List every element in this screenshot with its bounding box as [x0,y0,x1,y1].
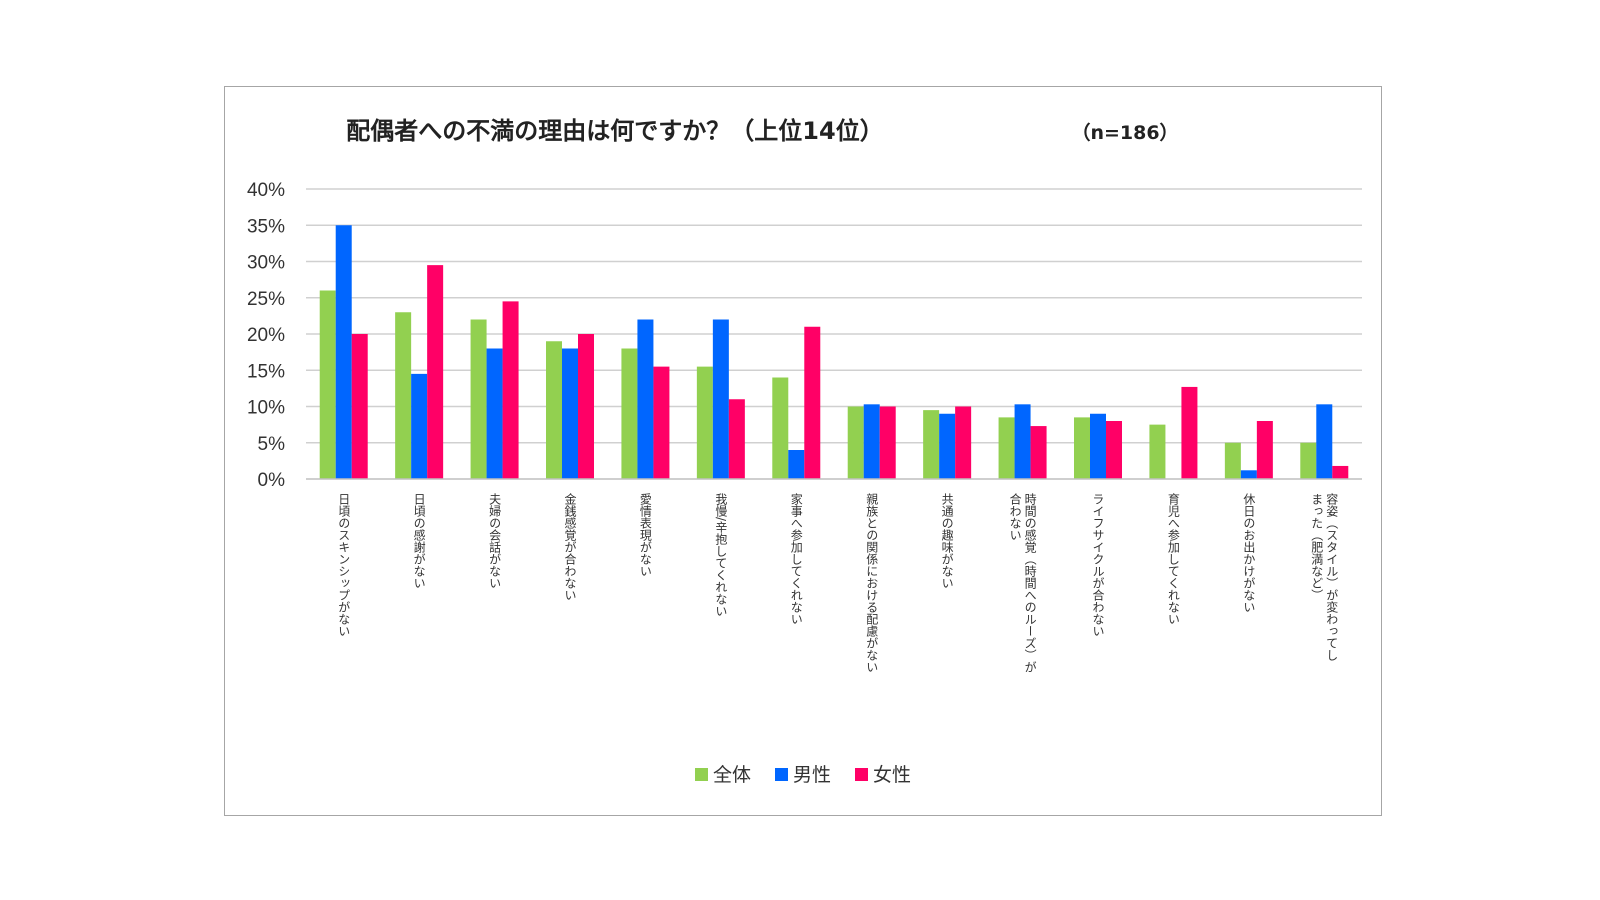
bar [1224,442,1241,479]
bar [486,348,503,479]
bar [470,319,487,479]
legend-swatch [775,768,788,781]
bar [1300,442,1317,479]
category-label: 我慢/辛抱してくれない [714,493,728,617]
bar [546,341,562,479]
bar [923,410,940,479]
bar [939,413,956,479]
bar [395,312,412,479]
category-label: 休日のお出かけがない [1242,493,1256,613]
bar [1090,413,1106,479]
bar [578,334,594,479]
y-tick-label: 0% [258,470,286,491]
legend-label: 男性 [793,764,831,786]
category-label: 日頃のスキンシップがない [337,493,351,637]
category-label: 夫婦の会話がない [488,493,502,589]
bar [427,265,444,479]
legend-swatch [695,768,708,781]
bar [621,348,638,479]
bar [728,399,745,479]
bar [772,377,789,479]
category-label: ライフサイクルが合わない [1091,493,1105,637]
category-label: 時間の感覚（時間へのルーズ）が [1023,493,1037,673]
category-label: 容姿（スタイル）が変わってし [1325,492,1339,661]
y-tick-label: 40% [247,180,285,201]
bar [1106,421,1122,479]
bar [788,450,805,479]
y-tick-label: 15% [247,361,285,382]
bar [998,417,1015,479]
y-axis-ticks: 0% 5% 10% 15% 20% 25% 30% 35% 40% [247,180,285,491]
grid-lines [306,188,1362,444]
category-label: 愛情表現がない [638,493,652,577]
bar [637,319,654,479]
sample-size-label: （n=186） [1071,121,1178,144]
bar [1316,404,1333,479]
category-label: 育児へ参加してくれない [1166,492,1180,625]
category-label: 合わない [1008,492,1022,541]
bar [411,373,428,479]
legend-label: 女性 [873,764,911,786]
bar [562,348,578,479]
bar [1332,465,1349,479]
legend-swatch [855,768,868,781]
bar [502,301,519,479]
chart-title: 配偶者への不満の理由は何ですか？（上位14位） [346,117,883,145]
chart-frame: 配偶者への不満の理由は何ですか？（上位14位） （n=186） 0% 5% 10% 1… [224,86,1382,816]
legend-label: 全体 [713,764,751,786]
y-tick-label: 35% [247,216,285,237]
bar [1014,404,1031,479]
category-label: 家事へ参加してくれない [789,492,803,625]
legend: 全体 男性 女性 [695,764,911,786]
y-tick-label: 25% [247,289,285,310]
bar [696,366,713,479]
bar [1181,386,1198,479]
bar [879,406,896,479]
category-label: まった（肥満など） [1310,493,1324,601]
chart-svg: 配偶者への不満の理由は何ですか？（上位14位） （n=186） 0% 5% 10% 1… [247,117,1362,786]
bar [653,366,670,479]
bar [351,334,368,479]
bar [955,406,972,479]
bar [1256,421,1273,479]
category-label: 親族との関係における配慮がない [865,493,879,673]
category-label: 日頃の感謝がない [412,493,426,589]
bars [319,225,1349,479]
bar [335,225,352,479]
category-label: 共通の趣味がない [940,493,954,589]
bar [1240,470,1257,479]
bar [1030,426,1047,479]
y-tick-label: 20% [247,325,285,346]
bar [1149,424,1166,479]
bar [1074,417,1090,479]
category-label: 金銭感覚が合わない [563,492,577,601]
bar [804,326,821,479]
y-tick-label: 30% [247,253,285,274]
bar [863,404,880,479]
bar [712,319,729,479]
bar [847,406,864,479]
category-labels: 日頃のスキンシップがない 日頃の感謝がない 夫婦の会話がない 金銭感覚が合わない 愛情表… [337,492,1339,673]
bar [319,290,336,479]
y-tick-label: 10% [247,398,285,419]
y-tick-label: 5% [258,434,286,455]
